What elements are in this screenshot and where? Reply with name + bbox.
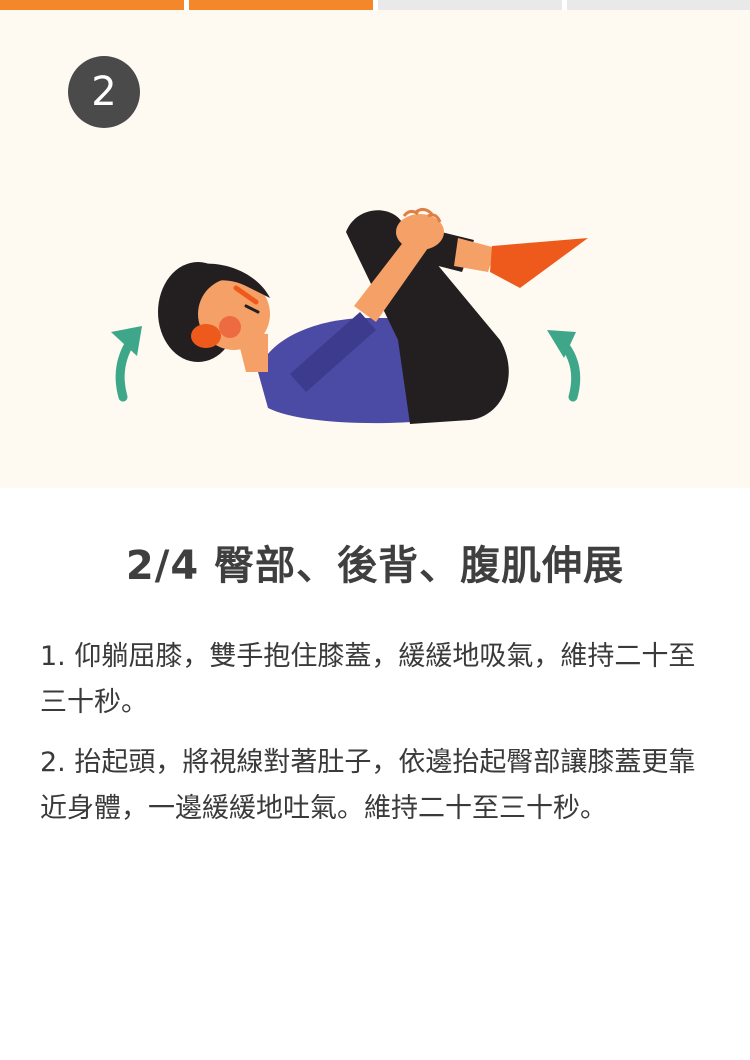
progress-segment-2: [189, 0, 373, 10]
hands-shape: [396, 214, 444, 250]
step-number-badge: 2: [68, 56, 140, 128]
instruction-step-1: 1. 仰躺屈膝，雙手抱住膝蓋，緩緩地吸氣，維持二十至三十秒。: [40, 641, 696, 718]
progress-segment-3: [378, 0, 562, 10]
curved-arrow-left-icon: [111, 326, 142, 402]
progress-segment-1: [0, 0, 184, 10]
instruction-step-2: 2. 抬起頭，將視線對著肚子，依邊抬起臀部讓膝蓋更靠近身體，一邊緩緩地吐氣。維持…: [40, 747, 696, 824]
foot-shape: [490, 238, 588, 288]
knees-to-chest-stretch-illustration: [111, 207, 588, 424]
torso-shape: [258, 318, 436, 424]
progress-segment-4: [567, 0, 750, 10]
curved-arrow-right-icon: [547, 330, 581, 402]
exercise-title: 2/4 臀部、後背、腹肌伸展: [125, 543, 625, 589]
step-progress-bar: [0, 0, 750, 10]
instruction-list: 1. 仰躺屈膝，雙手抱住膝蓋，緩緩地吸氣，維持二十至三十秒。 2. 抬起頭，將視…: [40, 634, 712, 846]
